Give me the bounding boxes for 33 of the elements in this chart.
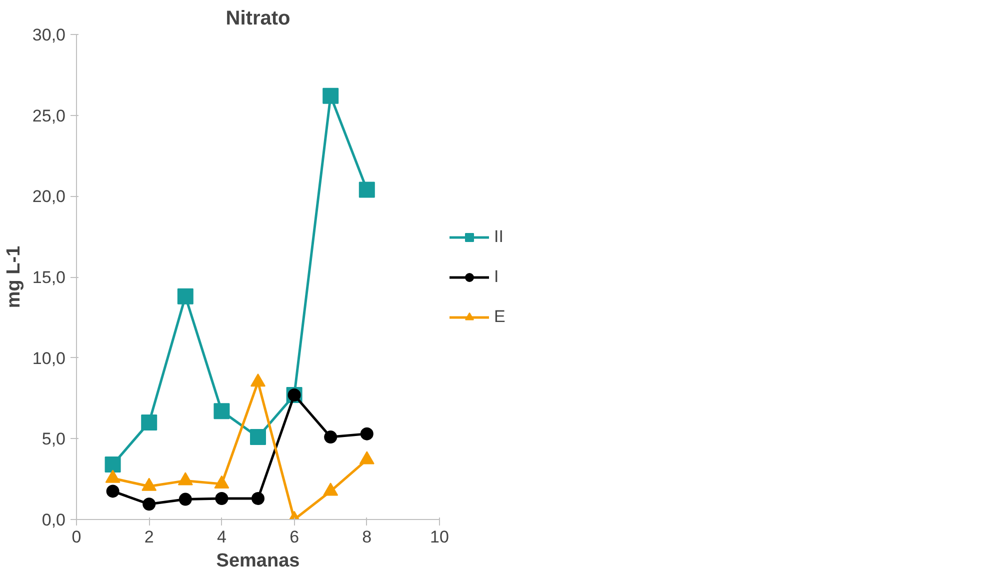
point bbox=[360, 427, 374, 440]
chart-title: Nitrato bbox=[226, 8, 290, 30]
x-tick-label: 4 bbox=[216, 528, 226, 546]
y-axis-title: mg L-1 bbox=[3, 245, 24, 308]
x-tick-label: 2 bbox=[144, 528, 154, 546]
legend-label: E bbox=[494, 306, 506, 326]
point bbox=[252, 492, 264, 505]
point bbox=[214, 403, 230, 420]
y-tick-label: 0,0 bbox=[42, 510, 66, 530]
y-tick-label: 10,0 bbox=[32, 348, 66, 368]
x-tick-label: 10 bbox=[430, 528, 449, 546]
point bbox=[250, 429, 266, 446]
point bbox=[324, 430, 338, 444]
point bbox=[178, 492, 192, 506]
x-axis-title: Semanas bbox=[216, 550, 300, 572]
x-tick-label: 6 bbox=[290, 528, 300, 546]
point bbox=[104, 456, 121, 473]
x-tick-label: 8 bbox=[362, 528, 372, 546]
point bbox=[141, 414, 158, 430]
point bbox=[177, 288, 194, 304]
point bbox=[106, 484, 120, 498]
y-tick-label: 5,0 bbox=[42, 430, 66, 449]
x-tick-label: 0 bbox=[72, 528, 82, 546]
point bbox=[322, 88, 339, 104]
point bbox=[142, 498, 156, 511]
y-tick-label: 20,0 bbox=[32, 187, 66, 206]
point bbox=[215, 492, 228, 505]
y-tick-label: 15,0 bbox=[32, 268, 66, 287]
legend-label: II bbox=[494, 226, 504, 246]
legend-label: I bbox=[494, 266, 500, 286]
y-tick-label: 25,0 bbox=[32, 106, 66, 126]
y-tick-label: 30,0 bbox=[32, 26, 66, 44]
point bbox=[358, 182, 375, 198]
